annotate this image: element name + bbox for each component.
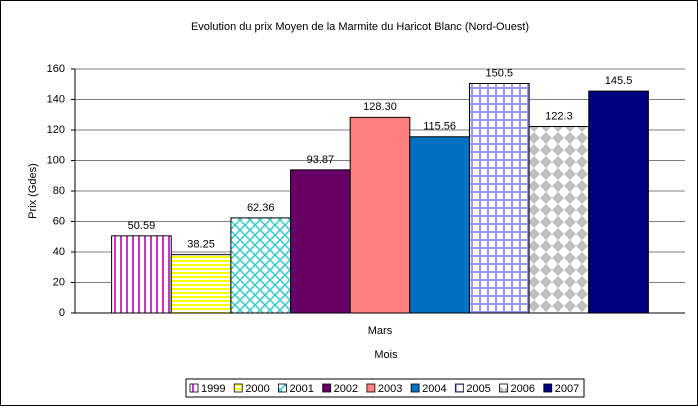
legend-swatch xyxy=(189,383,199,393)
legend-swatch xyxy=(543,383,553,393)
x-axis-label: Mois xyxy=(374,349,398,361)
y-tick-label: 160 xyxy=(47,63,65,75)
value-label: 122.3 xyxy=(545,110,573,122)
bar xyxy=(290,169,351,314)
bar xyxy=(349,116,411,314)
y-tick-label: 140 xyxy=(47,93,65,105)
legend-label: 2001 xyxy=(289,383,313,395)
legend-swatch xyxy=(499,383,508,393)
legend-swatch xyxy=(322,383,332,393)
y-tick-label: 20 xyxy=(53,276,65,288)
bar xyxy=(230,217,292,314)
y-tick-label: 100 xyxy=(47,154,65,166)
y-axis-label: Prix (Gdes) xyxy=(27,163,39,219)
bar xyxy=(409,136,470,314)
legend-label: 2002 xyxy=(334,383,358,395)
bar xyxy=(111,235,172,314)
y-tick-label: 80 xyxy=(53,185,65,197)
value-label: 150.5 xyxy=(486,67,514,79)
legend-swatch xyxy=(233,383,243,393)
legend-label: 1999 xyxy=(201,383,225,395)
value-label: 62.36 xyxy=(247,202,275,214)
legend-label: 2004 xyxy=(422,383,446,395)
legend-label: 2003 xyxy=(378,383,402,395)
legend-box xyxy=(185,378,585,398)
y-tick-label: 0 xyxy=(59,307,65,319)
legend-swatch xyxy=(278,383,287,393)
legend-label: 2007 xyxy=(555,383,579,395)
chart-title: Evolution du prix Moyen de la Marmite du… xyxy=(191,21,529,33)
y-tick-label: 120 xyxy=(47,124,65,136)
value-label: 128.30 xyxy=(363,101,397,113)
bar xyxy=(588,90,649,314)
legend-swatch xyxy=(410,383,420,393)
legend-label: 2000 xyxy=(245,383,269,395)
value-label: 115.56 xyxy=(423,121,456,133)
x-tick-label: Mars xyxy=(368,325,393,337)
legend-swatch xyxy=(454,383,464,393)
value-label: 50.59 xyxy=(128,220,156,232)
y-tick-label: 40 xyxy=(53,246,65,258)
legend-label: 2006 xyxy=(511,383,535,395)
legend-swatch xyxy=(366,383,376,393)
y-tick-label: 60 xyxy=(53,215,65,227)
value-label: 145.5 xyxy=(605,75,633,87)
value-label: 38.25 xyxy=(187,239,215,251)
legend-label: 2005 xyxy=(466,383,490,395)
bar xyxy=(170,254,232,314)
bar xyxy=(468,82,530,314)
bar xyxy=(528,125,590,314)
value-label: 93.87 xyxy=(307,154,335,166)
